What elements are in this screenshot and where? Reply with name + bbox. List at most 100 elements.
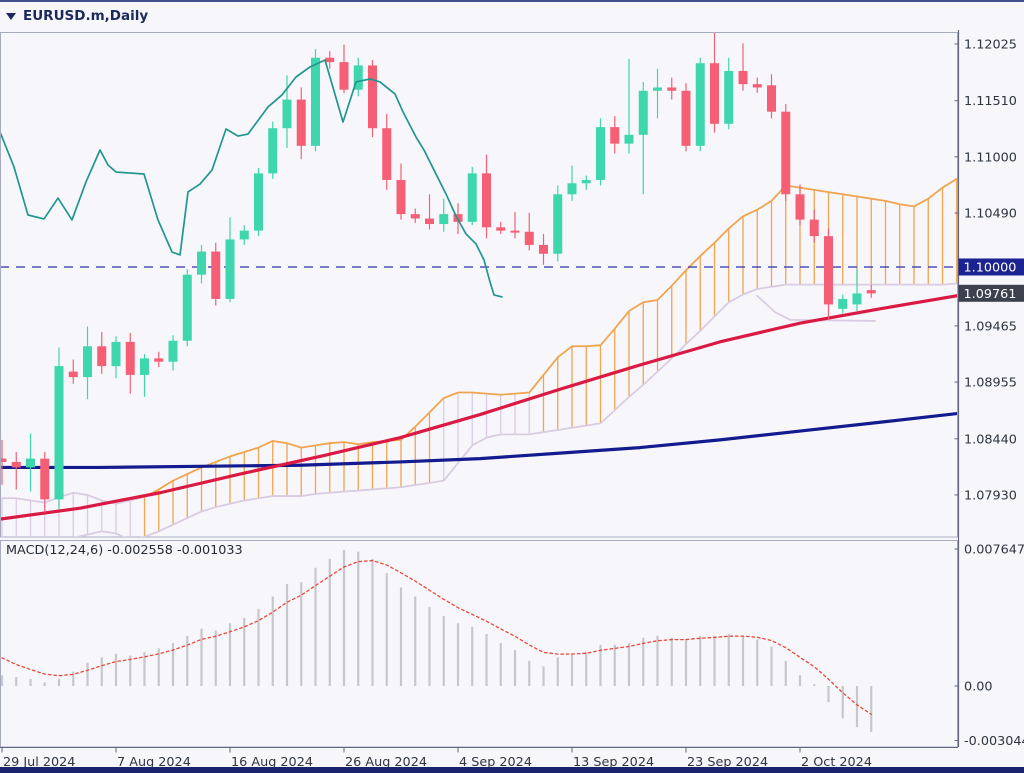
candle: [596, 127, 605, 180]
candle: [695, 63, 705, 146]
candle: [68, 371, 78, 378]
symbol-timeframe-label: EURUSD.m,Daily: [23, 8, 149, 24]
price-axis-label: 1.09465: [964, 319, 1017, 334]
candle: [26, 458, 35, 468]
candle: [239, 230, 249, 240]
main-pane-border: [0, 32, 958, 538]
current-price-label: 1.09761: [964, 287, 1017, 302]
candle: [197, 251, 206, 275]
candle: [353, 65, 363, 90]
candle: [410, 214, 420, 219]
candle: [111, 341, 121, 367]
candle: [710, 63, 719, 124]
candle: [781, 111, 791, 195]
candle: [40, 458, 50, 500]
dropdown-arrow-icon: [6, 12, 16, 20]
price-axis-label: 1.08955: [964, 376, 1017, 391]
symbol-selector[interactable]: EURUSD.m,Daily: [6, 8, 148, 24]
macd-signal-line: [1, 559, 872, 715]
candle: [311, 57, 320, 146]
candle: [140, 358, 149, 375]
candle: [638, 90, 648, 135]
candle: [852, 293, 862, 305]
candle: [795, 194, 805, 220]
price-axis[interactable]: 1.12025 1.11510 1.11000 1.10490 1.09465 1.089…: [954, 37, 1024, 749]
candle: [125, 341, 135, 375]
level-price-label: 1.10000: [964, 260, 1017, 275]
date-label: 16 Aug 2024: [231, 755, 313, 770]
macd-axis-label: 0.007647: [964, 542, 1024, 557]
candle: [482, 173, 491, 228]
candle: [681, 90, 691, 146]
candle: [282, 99, 292, 129]
candle: [268, 128, 278, 174]
candle: [182, 274, 192, 341]
red-ma-line: [1, 294, 957, 521]
macd-pane-border: [0, 540, 958, 748]
candle: [225, 239, 235, 299]
candle: [539, 244, 548, 254]
candle: [752, 84, 762, 88]
candle: [653, 87, 662, 91]
navy-ma-line: [1, 411, 957, 470]
candle: [211, 251, 221, 299]
current-price-label-box: [958, 284, 1024, 302]
price-axis-label: 1.11000: [964, 150, 1017, 165]
kijun-segment: [756, 294, 876, 322]
candle: [738, 70, 748, 85]
candle: [553, 194, 563, 254]
candle: [325, 57, 335, 63]
candle: [254, 173, 263, 231]
candle: [767, 85, 776, 112]
main-chart-layer[interactable]: [0, 31, 958, 544]
candle: [368, 65, 377, 129]
candle: [524, 231, 534, 245]
date-label: 23 Sep 2024: [687, 755, 768, 770]
macd-layer[interactable]: [1, 549, 873, 732]
level-price-label-box: [958, 258, 1024, 276]
price-axis-label: 1.08440: [964, 432, 1017, 447]
chikou-span-line: [1, 59, 503, 298]
candle: [296, 99, 306, 146]
candle: [581, 179, 591, 184]
candle: [97, 346, 107, 367]
time-axis[interactable]: 29 Jul 2024 7 Aug 2024 16 Aug 2024 26 Aug 2…: [1, 747, 872, 770]
date-label: 13 Sep 2024: [573, 755, 654, 770]
candle: [567, 183, 577, 195]
candle: [396, 179, 406, 215]
candle: [11, 461, 21, 468]
macd-indicator-label: MACD(12,24,6) -0.002558 -0.001033: [6, 543, 243, 558]
candle: [467, 173, 477, 222]
ichimoku-cloud: [1, 177, 957, 537]
candle: [54, 366, 64, 500]
candle: [838, 298, 848, 309]
date-label: 7 Aug 2024: [117, 755, 191, 770]
macd-axis-label: 0.00: [964, 680, 993, 695]
macd-axis-label: -0.003044: [964, 734, 1024, 749]
candle: [168, 340, 178, 362]
date-label: 2 Oct 2024: [801, 755, 872, 770]
candle: [724, 70, 734, 124]
price-axis-label: 1.12025: [964, 37, 1017, 52]
candle: [339, 62, 349, 90]
candles-layer: [1, 33, 876, 513]
price-axis-label: 1.10490: [964, 207, 1017, 222]
window-bottom-bar: [0, 767, 1024, 773]
candle: [667, 87, 677, 91]
date-label: 4 Sep 2024: [459, 755, 532, 770]
candle: [425, 218, 434, 225]
candle: [809, 219, 819, 237]
candle: [382, 128, 392, 180]
price-axis-label: 1.11510: [964, 94, 1017, 109]
candle: [824, 236, 833, 305]
candle: [866, 290, 876, 294]
candle: [624, 134, 634, 144]
candle: [510, 230, 520, 233]
candle: [496, 227, 506, 231]
candle: [610, 127, 620, 144]
candle: [83, 346, 92, 378]
candle: [1, 458, 7, 462]
candle: [439, 214, 449, 225]
